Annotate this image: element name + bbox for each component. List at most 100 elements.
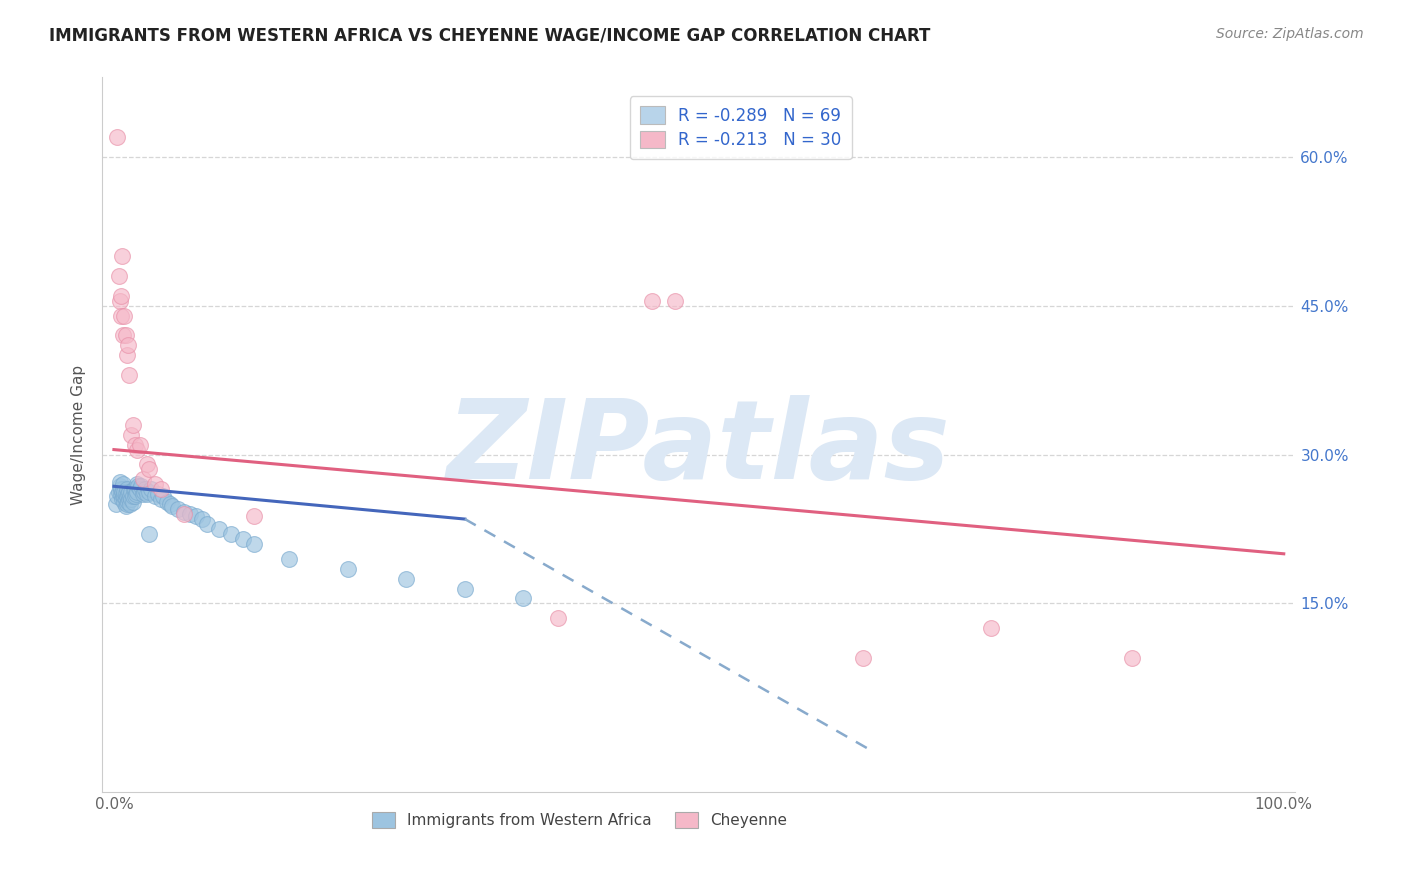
Point [197, 516, 219, 531]
Point [547, 611, 569, 625]
Point [179, 507, 201, 521]
Point [1121, 651, 1143, 665]
Point [243, 509, 266, 524]
Point [208, 522, 231, 536]
Point [120, 427, 142, 442]
Point [112, 489, 135, 503]
Point [336, 562, 359, 576]
Point [114, 487, 136, 501]
Point [117, 338, 139, 352]
Point [278, 551, 301, 566]
Point [114, 328, 136, 343]
Point [108, 475, 131, 490]
Point [454, 582, 477, 596]
Point [115, 497, 138, 511]
Point [122, 483, 145, 497]
Point [118, 485, 141, 500]
Point [120, 489, 142, 503]
Point [121, 417, 143, 432]
Point [135, 458, 157, 472]
Point [121, 495, 143, 509]
Point [108, 293, 131, 308]
Point [124, 483, 146, 497]
Point [155, 495, 177, 509]
Point [127, 477, 149, 491]
Point [134, 485, 156, 500]
Point [143, 489, 166, 503]
Point [232, 532, 254, 546]
Point [114, 499, 136, 513]
Y-axis label: Wage/Income Gap: Wage/Income Gap [72, 365, 86, 505]
Point [114, 485, 136, 500]
Point [117, 495, 139, 509]
Point [107, 130, 129, 145]
Point [184, 509, 207, 524]
Point [124, 437, 146, 451]
Text: IMMIGRANTS FROM WESTERN AFRICA VS CHEYENNE WAGE/INCOME GAP CORRELATION CHART: IMMIGRANTS FROM WESTERN AFRICA VS CHEYEN… [49, 27, 931, 45]
Point [125, 487, 148, 501]
Point [152, 489, 174, 503]
Point [980, 621, 1002, 635]
Point [132, 487, 155, 501]
Point [107, 485, 129, 500]
Point [148, 487, 170, 501]
Point [149, 483, 172, 497]
Point [121, 489, 143, 503]
Point [111, 249, 134, 263]
Point [135, 487, 157, 501]
Point [115, 348, 138, 362]
Point [118, 492, 141, 507]
Point [128, 483, 150, 497]
Point [114, 492, 136, 507]
Point [124, 489, 146, 503]
Text: Source: ZipAtlas.com: Source: ZipAtlas.com [1216, 27, 1364, 41]
Point [149, 492, 172, 507]
Point [852, 651, 875, 665]
Point [138, 485, 160, 500]
Point [162, 499, 184, 513]
Point [243, 537, 266, 551]
Point [107, 268, 129, 283]
Point [134, 483, 156, 497]
Point [115, 483, 138, 497]
Legend: Immigrants from Western Africa, Cheyenne: Immigrants from Western Africa, Cheyenne [366, 806, 793, 834]
Point [129, 479, 152, 493]
Point [127, 485, 149, 500]
Point [173, 507, 195, 521]
Point [115, 489, 138, 503]
Point [141, 483, 163, 497]
Point [110, 289, 132, 303]
Point [108, 479, 131, 493]
Point [138, 527, 160, 541]
Point [132, 472, 155, 486]
Point [107, 489, 129, 503]
Point [114, 489, 136, 503]
Point [112, 328, 135, 343]
Point [117, 487, 139, 501]
Point [110, 487, 132, 501]
Point [512, 591, 534, 606]
Point [112, 477, 135, 491]
Point [395, 572, 418, 586]
Point [110, 483, 132, 497]
Text: ZIPatlas: ZIPatlas [447, 395, 950, 502]
Point [112, 483, 135, 497]
Point [167, 502, 190, 516]
Point [110, 309, 132, 323]
Point [127, 479, 149, 493]
Point [128, 437, 150, 451]
Point [127, 442, 149, 457]
Point [159, 497, 181, 511]
Point [664, 293, 686, 308]
Point [173, 505, 195, 519]
Point [105, 497, 128, 511]
Point [138, 462, 160, 476]
Point [120, 497, 142, 511]
Point [118, 368, 141, 383]
Point [114, 495, 136, 509]
Point [219, 527, 242, 541]
Point [143, 477, 166, 491]
Point [190, 512, 212, 526]
Point [120, 485, 142, 500]
Point [120, 492, 142, 507]
